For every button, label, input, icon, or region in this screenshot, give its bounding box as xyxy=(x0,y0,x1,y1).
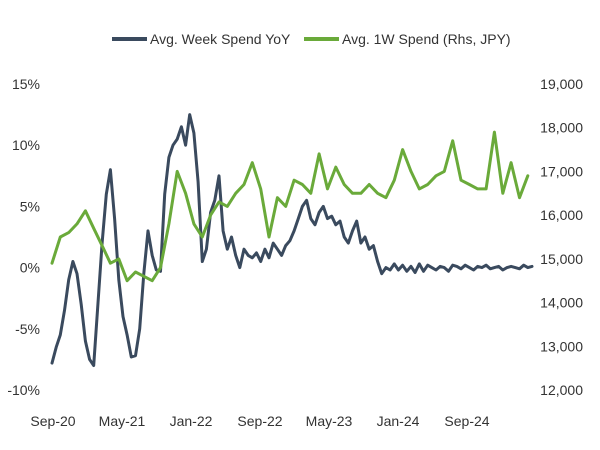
x-tick-label: Sep-20 xyxy=(30,413,75,429)
right-axis: 12,000 13,000 14,000 15,000 16,000 17,000 18,0… xyxy=(540,76,583,398)
right-tick-label: 12,000 xyxy=(540,382,583,398)
right-tick-label: 18,000 xyxy=(540,120,583,136)
left-tick-label: 0% xyxy=(20,260,40,276)
x-tick-label: May-21 xyxy=(99,413,146,429)
left-tick-label: -5% xyxy=(15,321,40,337)
right-tick-label: 15,000 xyxy=(540,251,583,267)
left-tick-label: 10% xyxy=(12,137,40,153)
right-tick-label: 14,000 xyxy=(540,295,583,311)
x-tick-label: May-23 xyxy=(306,413,353,429)
x-tick-label: Sep-22 xyxy=(237,413,282,429)
series-line-spend xyxy=(50,130,530,283)
series-layer xyxy=(50,113,534,367)
x-tick-label: Jan-22 xyxy=(170,413,213,429)
legend: Avg. Week Spend YoY Avg. 1W Spend (Rhs, … xyxy=(112,31,511,47)
right-tick-label: 17,000 xyxy=(540,163,583,179)
x-axis: Sep-20 May-21 Jan-22 Sep-22 May-23 Jan-24 Sep-… xyxy=(30,413,489,429)
left-tick-label: 15% xyxy=(12,76,40,92)
legend-label-spend: Avg. 1W Spend (Rhs, JPY) xyxy=(342,31,511,47)
left-axis: -10% -5% 0% 5% 10% 15% xyxy=(7,76,40,398)
series-line-yoy xyxy=(50,113,534,367)
left-tick-label: -10% xyxy=(7,382,40,398)
x-tick-label: Sep-24 xyxy=(444,413,489,429)
right-tick-label: 13,000 xyxy=(540,338,583,354)
left-tick-label: 5% xyxy=(20,198,40,214)
x-tick-label: Jan-24 xyxy=(377,413,420,429)
right-tick-label: 16,000 xyxy=(540,207,583,223)
right-tick-label: 19,000 xyxy=(540,76,583,92)
legend-label-yoy: Avg. Week Spend YoY xyxy=(150,31,291,47)
